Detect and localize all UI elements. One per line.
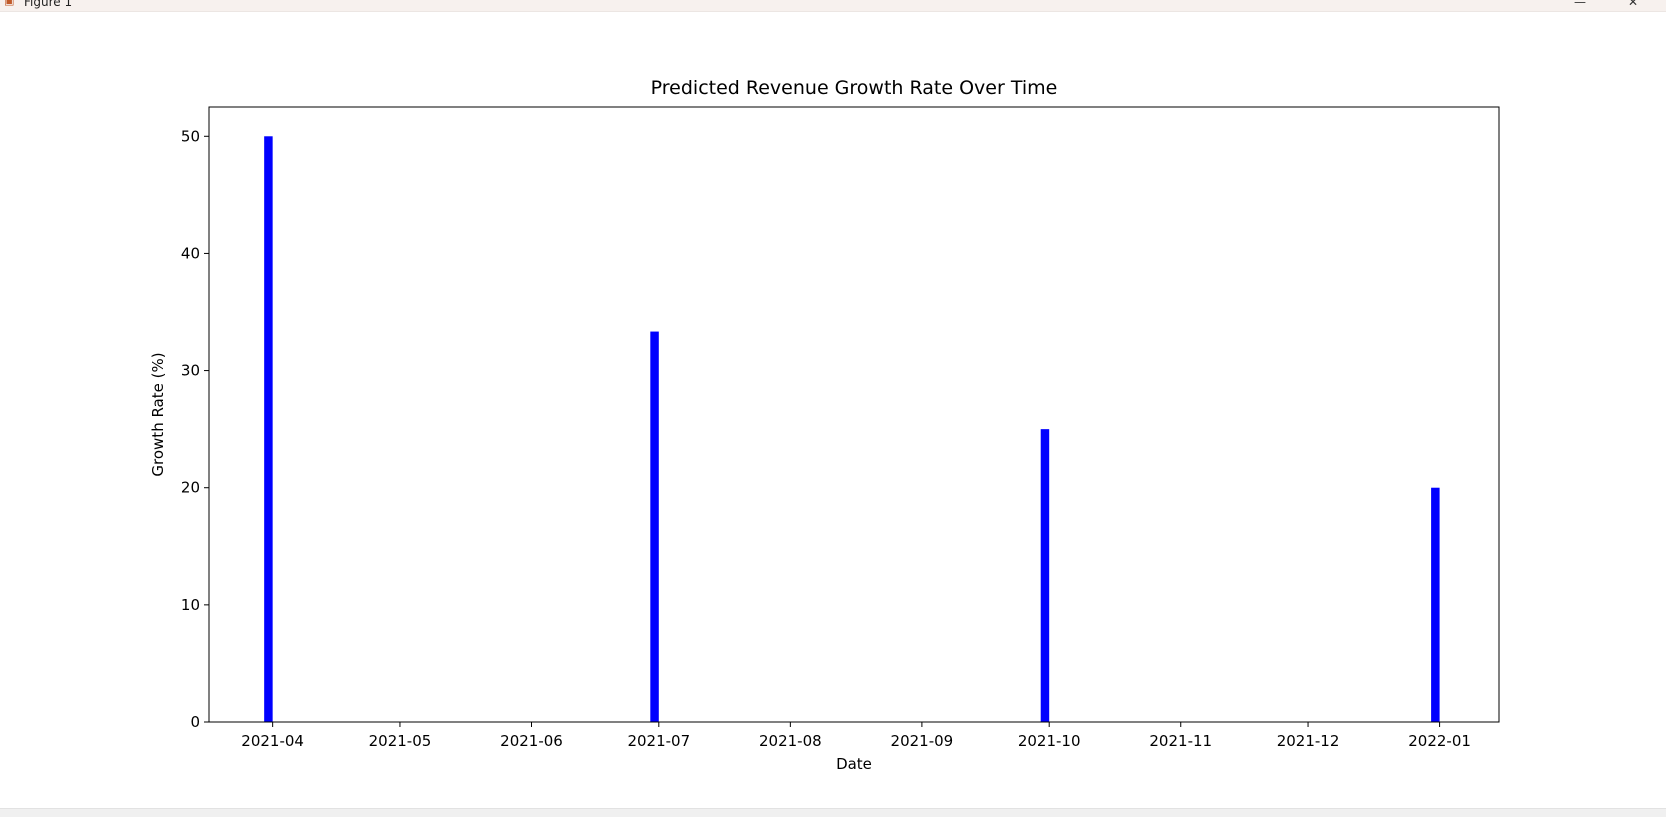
y-tick-label: 0: [190, 713, 200, 731]
x-axis-label: Date: [836, 755, 872, 773]
bar: [650, 331, 659, 722]
figure-canvas: 0 10 20 30 40 50 2021-04 2021-05 2021-06 2021-07 2…: [0, 12, 1666, 808]
x-tick-label: 2021-12: [1277, 732, 1340, 750]
y-tick-label: 50: [181, 127, 200, 145]
y-tick-label: 20: [181, 479, 200, 497]
minimize-icon[interactable]: —: [1574, 0, 1586, 9]
bar: [1431, 487, 1440, 722]
chart: 0 10 20 30 40 50 2021-04 2021-05 2021-06 2021-07 2…: [149, 77, 1500, 773]
x-tick-label: 2021-08: [759, 732, 822, 750]
figure-app-icon: ▣: [4, 0, 15, 7]
y-tick-label: 10: [181, 596, 200, 614]
x-tick-label: 2021-09: [891, 732, 954, 750]
y-tick-label: 40: [181, 244, 200, 262]
window-titlebar: ▣ Figure 1 — ✕: [0, 0, 1666, 12]
status-bar: [0, 808, 1666, 817]
close-icon[interactable]: ✕: [1628, 0, 1639, 9]
bar: [264, 136, 273, 722]
y-tick-label: 30: [181, 362, 200, 380]
x-tick-label: 2021-04: [241, 732, 304, 750]
bar: [1040, 429, 1050, 722]
x-tick-label: 2021-06: [500, 732, 563, 750]
y-axis-label: Growth Rate (%): [149, 352, 167, 476]
x-tick-label: 2021-07: [627, 732, 690, 750]
x-tick-label: 2021-05: [369, 732, 432, 750]
x-tick-label: 2021-11: [1149, 732, 1212, 750]
x-tick-label: 2022-01: [1408, 732, 1471, 750]
window-title: Figure 1: [24, 0, 73, 9]
plot-frame: [208, 106, 1500, 723]
x-tick-label: 2021-10: [1018, 732, 1081, 750]
chart-title: Predicted Revenue Growth Rate Over Time: [651, 77, 1058, 99]
